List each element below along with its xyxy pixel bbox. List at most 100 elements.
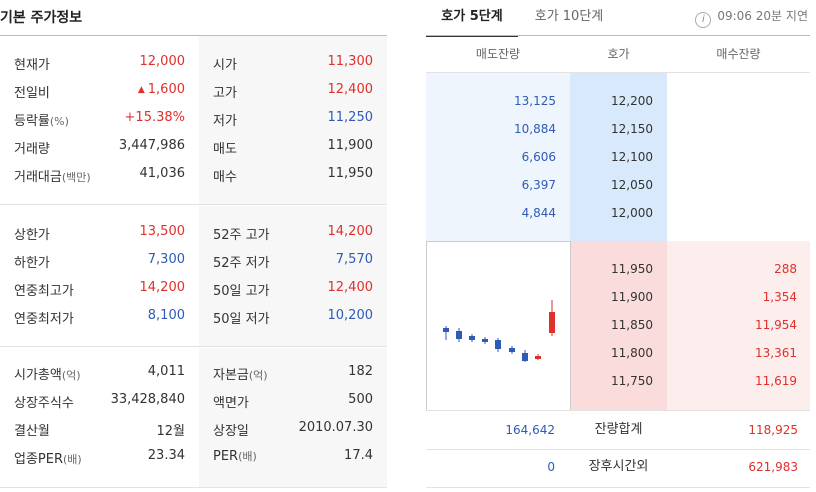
stat-label: 매도	[213, 142, 237, 157]
bid-price[interactable]: 11,800	[611, 346, 653, 360]
mini-candle-chart	[426, 241, 571, 411]
stat-value: 11,950	[327, 166, 374, 181]
stat-value: 3,447,986	[118, 138, 185, 153]
stat-value: 7,300	[147, 252, 185, 267]
group1-band	[199, 36, 387, 204]
summary-divider	[426, 487, 810, 488]
bid-price[interactable]: 11,950	[611, 262, 653, 276]
stat-label: 액면가	[213, 396, 249, 411]
candle	[509, 346, 515, 354]
header-divider	[426, 72, 810, 73]
bid-price[interactable]: 11,900	[611, 290, 653, 304]
ask-price[interactable]: 12,050	[611, 178, 653, 192]
stat-label: 52주 저가	[213, 256, 270, 271]
stat-value: 7,570	[335, 252, 373, 267]
stat-value: 41,036	[139, 166, 186, 181]
basic-price-info: 현재가 12,000 시가 11,300 전일비 ▲ 1,600 고가 12,400 등락률(%)…	[0, 36, 387, 488]
stat-label: 상장일	[213, 424, 249, 439]
stat-value: 4,011	[147, 364, 185, 379]
stat-value: 12,000	[139, 54, 186, 69]
up-arrow-icon: ▲	[137, 85, 145, 95]
stat-value: 14,200	[327, 224, 374, 239]
candle	[549, 300, 555, 336]
total-sell-qty: 164,642	[505, 423, 555, 437]
sell-qty-header: 매도잔량	[475, 47, 521, 61]
stat-value: 14,200	[139, 280, 186, 295]
candle	[522, 350, 528, 362]
candle	[535, 354, 541, 360]
delay-time: 09:06	[717, 9, 752, 23]
stat-label: 50일 고가	[213, 284, 270, 299]
stat-label: 시가	[213, 58, 237, 73]
bid-price[interactable]: 11,850	[611, 318, 653, 332]
stat-label: 거래대금(백만)	[14, 170, 91, 185]
stat-label: 자본금(억)	[213, 368, 268, 383]
ask-price[interactable]: 12,150	[611, 122, 653, 136]
candle	[443, 326, 449, 340]
stat-label: 상한가	[14, 228, 50, 243]
stat-label: 현재가	[14, 58, 50, 73]
bid-price-area	[570, 241, 667, 410]
stat-value: 23.34	[147, 448, 185, 463]
bid-qty: 11,954	[755, 318, 797, 332]
stat-label: 등락률(%)	[14, 114, 69, 129]
stat-value: 33,428,840	[110, 392, 185, 407]
tab-5-level[interactable]: 호가 5단계	[426, 0, 518, 37]
stat-label: 50일 저가	[213, 312, 270, 327]
stat-label: 연중최저가	[14, 312, 74, 327]
summary-divider	[426, 410, 810, 411]
stat-value: +15.38%	[124, 110, 185, 125]
total-buy-qty: 118,925	[748, 423, 798, 437]
stat-value: ▲ 1,600	[137, 82, 185, 97]
stat-label: 저가	[213, 114, 237, 129]
after-hours-buy-qty: 621,983	[748, 460, 798, 474]
ask-qty: 4,844	[521, 206, 556, 220]
stat-value: 11,300	[327, 54, 374, 69]
ask-price[interactable]: 12,200	[611, 94, 653, 108]
bid-qty-area	[667, 241, 810, 410]
bid-price[interactable]: 11,750	[611, 374, 653, 388]
stat-label: 연중최고가	[14, 284, 74, 299]
group-divider	[0, 346, 387, 347]
buy-qty-header: 매수잔량	[716, 47, 761, 61]
group3-band	[199, 348, 387, 488]
ask-qty: 10,884	[514, 122, 556, 136]
group-divider	[0, 204, 387, 205]
ask-qty-area	[426, 73, 570, 241]
ask-price[interactable]: 12,100	[611, 150, 653, 164]
info-icon[interactable]: i	[695, 12, 712, 28]
stat-value: 11,250	[327, 110, 374, 125]
summary-divider	[426, 449, 810, 450]
ask-qty: 6,606	[521, 150, 556, 164]
delay-text: 20분 지연	[755, 9, 808, 23]
stat-value: 12,400	[327, 280, 374, 295]
tab-10-level[interactable]: 호가 10단계	[534, 9, 604, 24]
stat-value: 2010.07.30	[298, 420, 373, 435]
bid-qty: 11,619	[755, 374, 797, 388]
stat-label: 하한가	[14, 256, 50, 271]
stat-value: 10,200	[327, 308, 374, 323]
bid-qty: 13,361	[755, 346, 797, 360]
price-header: 호가	[607, 47, 630, 61]
stat-value: 12,400	[327, 82, 374, 97]
stat-value: 17.4	[344, 448, 373, 463]
group2-band	[199, 206, 387, 346]
stat-label: 거래량	[14, 142, 50, 157]
stat-value: 13,500	[139, 224, 186, 239]
stat-label: 결산월	[14, 424, 50, 439]
total-label: 잔량합계	[594, 422, 643, 437]
section-title: 기본 주가정보	[0, 10, 83, 26]
bid-qty: 288	[774, 262, 797, 276]
stat-value: 11,900	[327, 138, 374, 153]
tab-divider	[426, 35, 810, 36]
stat-label: 업종PER(배)	[14, 452, 82, 467]
ask-price[interactable]: 12,000	[611, 206, 653, 220]
stat-label: 전일비	[14, 86, 50, 101]
title-divider	[0, 35, 387, 36]
stat-value: 500	[348, 392, 373, 407]
stat-label: PER(배)	[213, 449, 257, 464]
group-divider	[0, 487, 387, 488]
candle	[456, 328, 462, 342]
ask-qty: 6,397	[521, 178, 556, 192]
bid-qty: 1,354	[762, 290, 797, 304]
